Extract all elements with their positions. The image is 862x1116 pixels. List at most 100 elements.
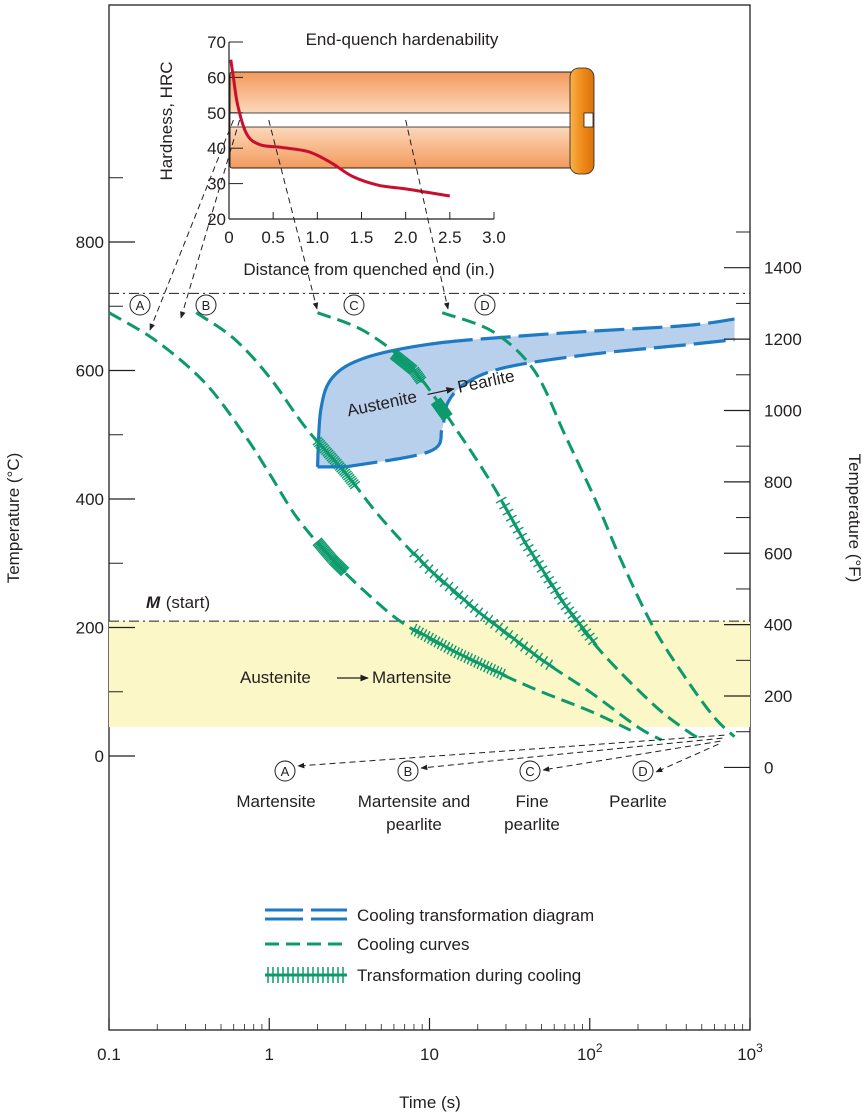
x-tick-label: 102 — [577, 1041, 603, 1064]
hatch-tick — [529, 554, 541, 563]
hatch-tick — [399, 357, 409, 368]
hatch-tick — [439, 577, 449, 588]
outcome-c-line1: Fine — [515, 792, 548, 811]
hatch-tick — [581, 628, 592, 637]
hatch-tick — [505, 514, 517, 522]
hatch-tick — [313, 538, 324, 548]
legend-item-hatch: Transformation during cooling — [265, 966, 581, 985]
hatch-tick — [453, 646, 460, 659]
hatch-tick — [420, 629, 428, 641]
hatch-tick — [397, 355, 407, 367]
hatch-tick — [423, 630, 431, 643]
hatch-tick — [432, 399, 444, 408]
outcome-d: D Pearlite — [609, 760, 667, 811]
hatch-tick — [483, 660, 490, 673]
inset-y-tick-label: 20 — [207, 210, 226, 229]
microstructure-outcomes: A Martensite B Martensite and pearlite C… — [236, 760, 667, 834]
hatch-tick — [426, 632, 434, 644]
hatch-tick — [567, 610, 578, 620]
hatch-tick — [535, 652, 544, 664]
ms-label: M (start) — [146, 593, 210, 612]
hatch-tick — [536, 565, 548, 573]
outcome-d-circle: D — [638, 764, 647, 779]
hatch-tick — [411, 370, 423, 379]
legend-label-cooling: Cooling curves — [357, 935, 469, 954]
cooling-curve-d — [441, 311, 736, 738]
hatch-tick — [328, 555, 339, 566]
hatch-tick — [495, 496, 507, 504]
outcome-b: B Martensite and pearlite — [358, 760, 470, 834]
hatch-tick — [322, 549, 333, 559]
hatch-tick — [543, 575, 555, 584]
hatch-tick — [560, 601, 571, 611]
x-tick-label: 0.1 — [97, 1045, 121, 1064]
hatch-tick — [439, 408, 450, 418]
inset-y-title: Hardness, HRC — [157, 61, 176, 180]
inset-axes: 0 0.5 1.0 1.5 2.0 2.5 3.0 20 30 40 50 60 70 — [207, 33, 506, 247]
hatch-tick — [533, 559, 545, 568]
hatch-tick — [460, 650, 467, 662]
hatch-tick — [329, 455, 340, 465]
ms-label-m: M — [146, 593, 161, 612]
hatch-tick — [430, 634, 438, 646]
hatch-tick — [317, 543, 328, 553]
curve-label-circle-b — [195, 294, 217, 316]
hatch-tick — [319, 545, 330, 555]
y-left-tick-label: 600 — [76, 362, 104, 381]
hatch-tick — [323, 550, 334, 560]
leader-line-b — [180, 119, 241, 319]
hatch-tick — [318, 443, 329, 453]
hatch-tick — [526, 549, 538, 557]
outcome-a-line1: Martensite — [236, 792, 315, 811]
hatch-tick — [322, 447, 333, 457]
hatch-tick — [407, 363, 417, 375]
hatch-tick — [325, 552, 336, 562]
hatch-tick — [316, 542, 327, 551]
hatch-tick — [454, 590, 464, 601]
hatch-tick — [443, 641, 451, 653]
outcome-a-circle: A — [281, 764, 290, 779]
pearlite-finish-curve — [345, 338, 735, 469]
hatch-tick — [479, 611, 489, 622]
hatch-tick — [320, 446, 331, 456]
hatch-tick — [389, 349, 399, 360]
hatch-tick — [509, 633, 519, 645]
specimen-end-cap — [569, 67, 595, 175]
hatch-tick — [459, 594, 469, 605]
hatch-tick — [550, 586, 562, 595]
hatch-tick — [434, 401, 445, 411]
hatch-tick — [476, 657, 483, 670]
hatch-tick — [434, 572, 444, 583]
hatch-tick — [431, 398, 443, 407]
hardness-curve — [229, 59, 451, 198]
curve-label-b: B — [202, 298, 211, 313]
hatch-tick — [489, 663, 497, 676]
band-label-martensite: Martensite — [372, 668, 451, 687]
hatch-tick — [347, 477, 358, 486]
hatch-tick — [312, 436, 323, 446]
outcome-b-line1: Martensite and — [358, 792, 470, 811]
hatch-tick — [312, 537, 323, 547]
hatch-tick — [394, 353, 404, 364]
hatch-tick — [429, 568, 439, 579]
hatch-tick — [403, 360, 413, 371]
hatch-tick — [442, 412, 453, 422]
hatch-tick — [436, 404, 447, 414]
y-axis-title-right: Temperature (°F) — [845, 454, 862, 583]
hatch-tick — [441, 412, 453, 421]
specimen-cap-notch — [583, 112, 594, 128]
hatch-tick — [587, 636, 599, 646]
legend: Cooling transformation diagram Cooling c… — [265, 906, 594, 985]
hatch-tick — [395, 354, 405, 365]
legend-label-hatch: Transformation during cooling — [357, 966, 581, 985]
hatch-tick — [524, 645, 534, 656]
hatch-tick — [545, 659, 554, 671]
hatch-tick — [340, 468, 351, 478]
hatch-tick — [529, 648, 539, 660]
y-left-tick-label: 200 — [76, 619, 104, 638]
martensite-band-label: Austenite Martensite — [240, 668, 451, 687]
hatch-tick — [496, 667, 503, 679]
inset-title: End-quench hardenability — [306, 30, 499, 49]
hatch-tick — [333, 560, 344, 571]
